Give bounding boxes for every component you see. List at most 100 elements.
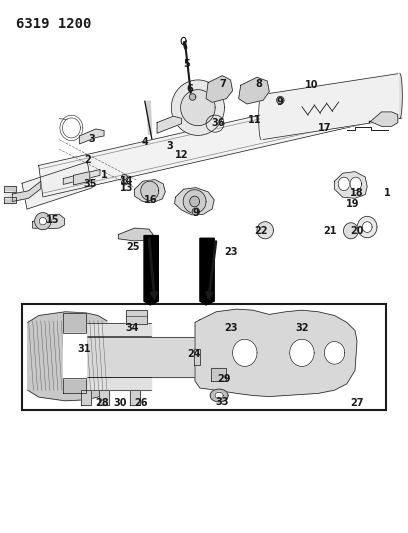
Polygon shape	[233, 340, 257, 366]
Polygon shape	[39, 217, 47, 225]
Polygon shape	[35, 213, 51, 230]
Polygon shape	[4, 191, 12, 198]
Polygon shape	[175, 188, 214, 215]
Polygon shape	[362, 222, 372, 232]
Polygon shape	[4, 197, 16, 203]
Polygon shape	[63, 313, 86, 393]
Text: 7: 7	[219, 79, 226, 88]
Text: 31: 31	[77, 344, 91, 354]
Text: 23: 23	[224, 324, 237, 333]
Text: 36: 36	[211, 118, 225, 127]
Polygon shape	[122, 174, 127, 180]
Polygon shape	[118, 228, 153, 241]
Polygon shape	[157, 116, 182, 133]
Polygon shape	[99, 390, 109, 405]
Text: 25: 25	[126, 242, 140, 252]
Text: 14: 14	[120, 176, 133, 186]
Polygon shape	[344, 223, 358, 239]
Text: 27: 27	[350, 399, 364, 408]
Polygon shape	[171, 80, 224, 135]
Polygon shape	[12, 181, 41, 201]
Polygon shape	[369, 112, 398, 126]
Text: 22: 22	[254, 227, 268, 236]
Text: 24: 24	[187, 349, 201, 359]
Text: 29: 29	[217, 374, 231, 384]
Text: 34: 34	[126, 323, 140, 333]
Polygon shape	[144, 236, 158, 305]
Polygon shape	[33, 214, 64, 229]
Polygon shape	[259, 74, 402, 140]
Polygon shape	[277, 96, 284, 104]
Polygon shape	[189, 94, 196, 100]
Text: 8: 8	[256, 79, 262, 88]
Polygon shape	[73, 172, 90, 185]
Polygon shape	[257, 222, 273, 239]
Polygon shape	[181, 90, 215, 126]
Text: 4: 4	[142, 138, 148, 147]
Text: 32: 32	[295, 324, 309, 333]
Polygon shape	[135, 180, 165, 203]
Text: 1: 1	[384, 189, 391, 198]
Text: 35: 35	[83, 179, 97, 189]
Text: 3: 3	[89, 134, 95, 143]
Text: 12: 12	[175, 150, 188, 159]
Text: 6: 6	[186, 84, 193, 94]
Polygon shape	[200, 238, 214, 305]
Text: 30: 30	[113, 399, 127, 408]
Text: 15: 15	[46, 215, 60, 224]
Text: 23: 23	[224, 247, 237, 257]
Polygon shape	[80, 129, 104, 144]
Text: 3: 3	[166, 141, 173, 151]
Polygon shape	[39, 85, 394, 197]
Text: 21: 21	[324, 226, 337, 236]
Polygon shape	[324, 342, 345, 364]
Text: 9: 9	[276, 98, 283, 107]
Text: 28: 28	[95, 399, 109, 408]
Text: 1: 1	[101, 170, 107, 180]
Text: 13: 13	[120, 183, 133, 193]
Text: 9: 9	[193, 208, 199, 218]
Polygon shape	[81, 390, 91, 405]
Polygon shape	[195, 309, 357, 397]
Text: 19: 19	[346, 199, 360, 209]
Polygon shape	[126, 310, 147, 324]
Polygon shape	[357, 216, 377, 238]
Polygon shape	[65, 377, 151, 390]
Polygon shape	[194, 349, 200, 365]
Polygon shape	[141, 181, 159, 200]
Polygon shape	[65, 323, 151, 336]
Polygon shape	[210, 389, 228, 402]
Text: 2: 2	[84, 155, 91, 165]
Polygon shape	[63, 333, 86, 378]
Polygon shape	[192, 208, 200, 215]
Polygon shape	[4, 186, 16, 192]
Text: 26: 26	[134, 399, 148, 408]
Text: 5: 5	[183, 59, 190, 69]
Polygon shape	[206, 76, 233, 102]
Polygon shape	[338, 177, 350, 191]
Polygon shape	[130, 390, 140, 405]
Polygon shape	[22, 162, 92, 209]
Text: 20: 20	[350, 226, 364, 236]
Polygon shape	[215, 392, 223, 399]
Text: 17: 17	[317, 123, 331, 133]
Polygon shape	[147, 101, 152, 134]
Polygon shape	[400, 74, 402, 118]
Polygon shape	[211, 368, 226, 381]
Polygon shape	[190, 196, 200, 207]
Polygon shape	[239, 77, 269, 104]
Polygon shape	[122, 180, 127, 185]
Polygon shape	[63, 169, 100, 184]
Bar	[22, 304, 386, 410]
Text: 33: 33	[215, 398, 229, 407]
Text: 11: 11	[248, 116, 262, 125]
Text: 10: 10	[305, 80, 319, 90]
Polygon shape	[183, 190, 206, 213]
Text: 6319 1200: 6319 1200	[16, 17, 92, 31]
Polygon shape	[65, 337, 194, 377]
Polygon shape	[335, 172, 367, 198]
Polygon shape	[28, 312, 107, 401]
Text: 16: 16	[144, 195, 158, 205]
Polygon shape	[290, 340, 314, 366]
Polygon shape	[392, 85, 394, 117]
